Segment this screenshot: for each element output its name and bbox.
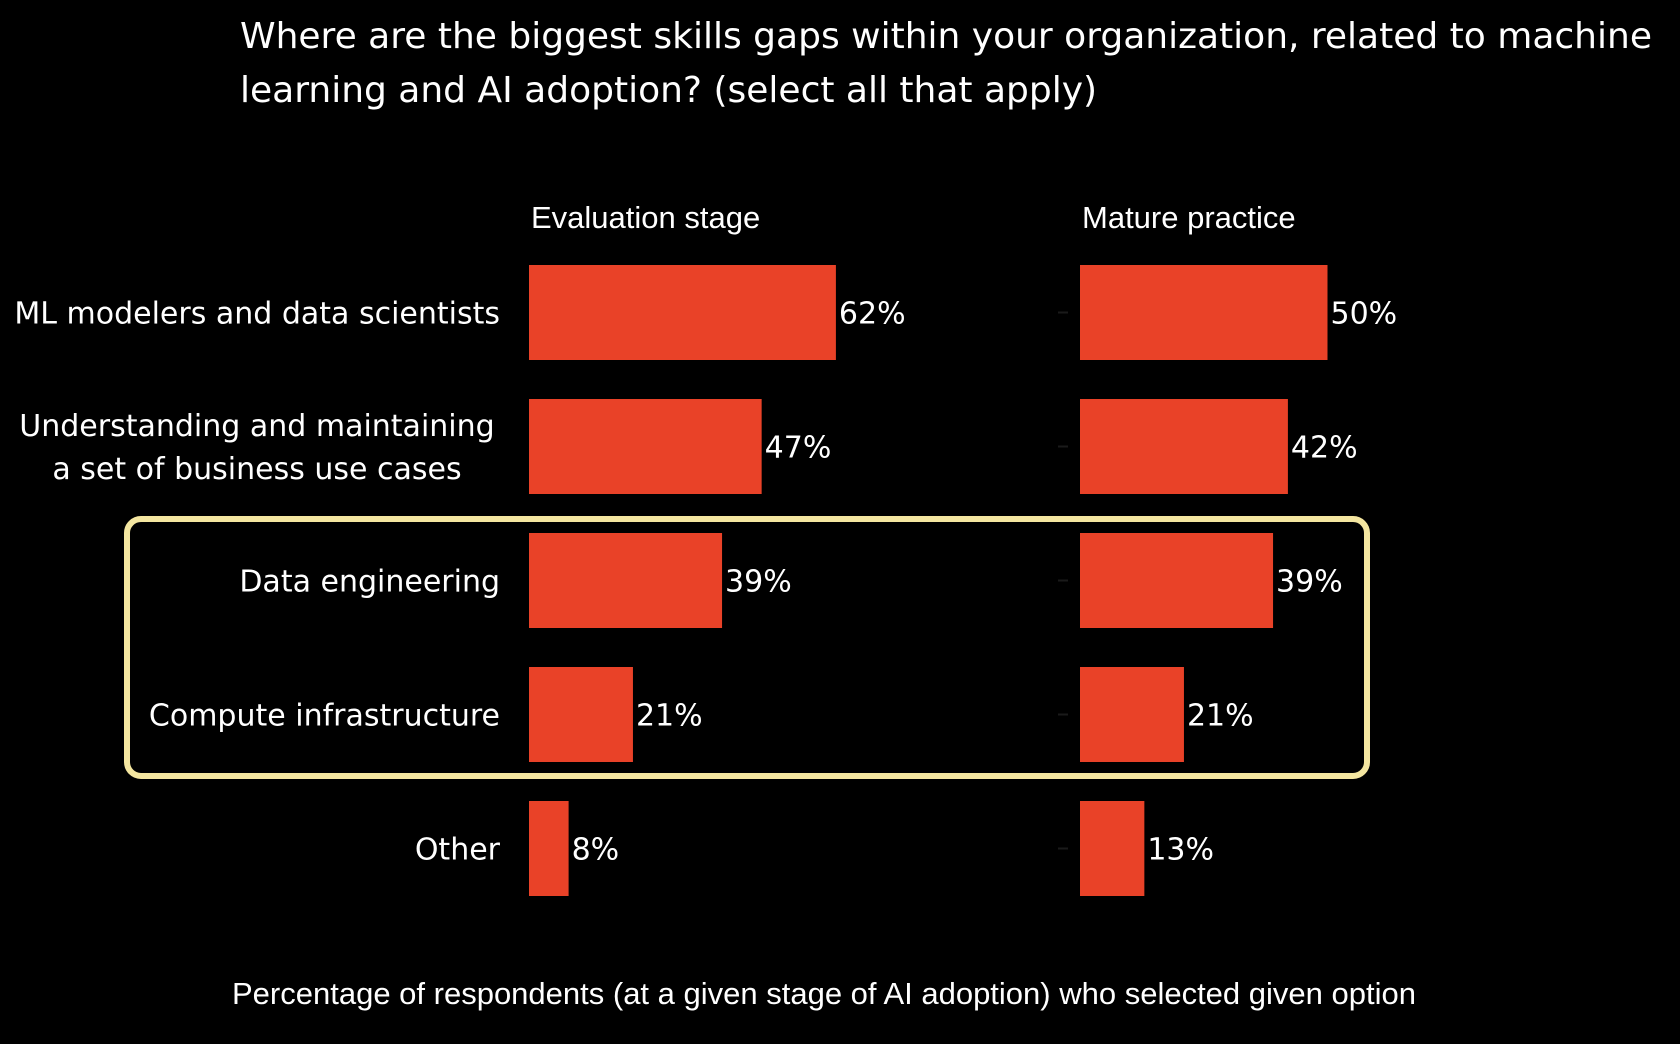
- category-label: Other: [415, 833, 501, 868]
- bar: [1080, 399, 1288, 494]
- data-label: 8%: [572, 833, 620, 868]
- x-axis-label: Percentage of respondents (at a given st…: [232, 976, 1416, 1011]
- data-label: 42%: [1291, 431, 1358, 466]
- category-label-line: Compute infrastructure: [149, 699, 500, 734]
- panel-header-mature: Mature practice: [1082, 200, 1296, 235]
- panel-header-evaluation: Evaluation stage: [531, 200, 760, 235]
- bar: [1080, 801, 1145, 896]
- category-label-line: Other: [415, 833, 501, 868]
- bar: [529, 399, 762, 494]
- category-label: Data engineering: [239, 565, 500, 600]
- bar: [1080, 265, 1328, 360]
- category-label-line: Understanding and maintaining: [19, 409, 494, 444]
- data-label: 39%: [1276, 565, 1343, 600]
- category-label-line: Data engineering: [239, 565, 500, 600]
- data-label: 62%: [839, 297, 906, 332]
- bar: [1080, 667, 1184, 762]
- category-label: ML modelers and data scientists: [14, 297, 500, 332]
- data-label: 50%: [1331, 297, 1398, 332]
- category-label: Compute infrastructure: [149, 699, 500, 734]
- bar: [529, 667, 633, 762]
- category-label-line: ML modelers and data scientists: [14, 297, 500, 332]
- bar: [529, 265, 836, 360]
- category-label: Understanding and maintaining a set of bu…: [19, 409, 494, 487]
- data-label: 13%: [1147, 833, 1214, 868]
- data-label: 21%: [636, 699, 703, 734]
- chart-plot: Evaluation stage Mature practice ML modele…: [14, 200, 1398, 896]
- bar: [529, 801, 569, 896]
- highlight-box: [124, 516, 1370, 779]
- chart-title: Where are the biggest skills gaps within…: [240, 16, 1652, 111]
- data-label: 21%: [1187, 699, 1254, 734]
- bar: [1080, 533, 1274, 628]
- bar: [529, 533, 723, 628]
- data-label: 39%: [725, 565, 792, 600]
- category-label-line: a set of business use cases: [52, 452, 461, 487]
- data-label: 47%: [765, 431, 832, 466]
